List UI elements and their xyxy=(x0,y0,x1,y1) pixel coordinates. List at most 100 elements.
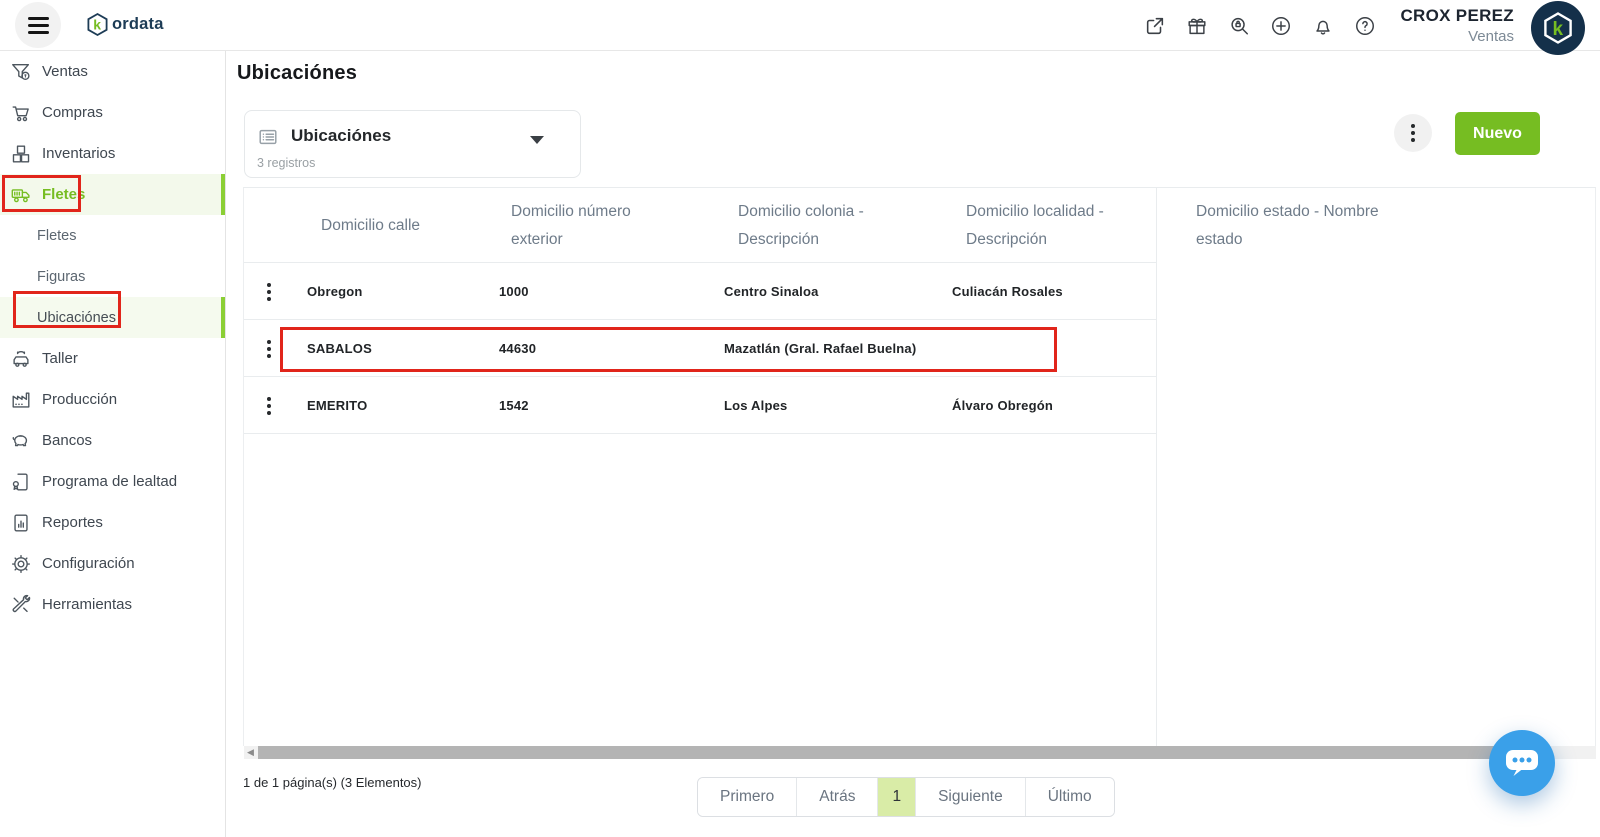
sidebar-item-ventas[interactable]: Ventas xyxy=(0,51,225,92)
external-link-icon[interactable] xyxy=(1142,13,1168,39)
sidebar-item-compras[interactable]: Compras xyxy=(0,92,225,133)
car-wrench-icon xyxy=(10,348,32,370)
search-icon[interactable] xyxy=(1226,13,1252,39)
sidebar-item-label: Fletes xyxy=(42,186,86,203)
column-header-estado: Domicilio estado - Nombre estado xyxy=(1196,203,1379,248)
top-bar: k ordata xyxy=(0,0,1600,55)
sidebar-item-programa-lealtad[interactable]: Programa de lealtad xyxy=(0,461,225,502)
sidebar-subitem-fletes[interactable]: Fletes xyxy=(0,215,225,256)
cell-calle: EMERITO xyxy=(307,398,368,413)
sidebar-item-label: Figuras xyxy=(37,268,86,285)
gift-icon[interactable] xyxy=(1184,13,1210,39)
sidebar-item-label: Programa de lealtad xyxy=(42,473,178,490)
sidebar-item-label: Reportes xyxy=(42,514,103,531)
bell-icon[interactable] xyxy=(1310,13,1336,39)
pagination-next[interactable]: Siguiente xyxy=(915,778,1025,816)
avatar-letter: k xyxy=(1553,19,1564,40)
user-name: CROX PEREZ xyxy=(1400,5,1514,25)
sidebar-item-reportes[interactable]: Reportes xyxy=(0,502,225,543)
scrollbar-thumb[interactable] xyxy=(258,746,1498,759)
cell-colonia: Los Alpes xyxy=(724,398,788,413)
record-count: 3 registros xyxy=(257,156,316,170)
boxes-icon xyxy=(10,143,32,165)
sidebar-item-configuracion[interactable]: Configuración xyxy=(0,543,225,584)
sidebar-item-label: Ventas xyxy=(42,63,88,80)
pagination-last[interactable]: Último xyxy=(1024,778,1114,816)
brand-logo-letter: k xyxy=(93,17,101,33)
brand-hexagon-k-icon: k xyxy=(87,12,108,37)
list-view-icon xyxy=(259,129,277,145)
piggy-bank-icon xyxy=(10,430,32,452)
sidebar-item-produccion[interactable]: Producción xyxy=(0,379,225,420)
horizontal-scrollbar[interactable]: ◀ xyxy=(244,746,1596,759)
cell-numero: 1000 xyxy=(499,284,529,299)
sidebar-item-taller[interactable]: Taller xyxy=(0,338,225,379)
table-header-row: Domicilio calle Domicilio número exterio… xyxy=(244,188,1595,263)
scroll-left-arrow[interactable]: ◀ xyxy=(244,746,257,759)
pagination-first[interactable]: Primero xyxy=(698,778,797,816)
cell-calle: SABALOS xyxy=(307,341,372,356)
sidebar-item-label: Inventarios xyxy=(42,145,116,162)
column-header-colonia: Domicilio colonia - Descripción xyxy=(738,203,864,248)
row-kebab-button[interactable] xyxy=(263,393,275,419)
pagination-prev[interactable]: Atrás xyxy=(796,778,878,816)
cell-calle: Obregon xyxy=(307,284,363,299)
funnel-dollar-icon xyxy=(10,61,32,83)
sidebar-subitem-ubicaciones[interactable]: Ubicaciónes xyxy=(0,297,225,338)
plus-circle-icon[interactable] xyxy=(1268,13,1294,39)
column-header-calle: Domicilio calle xyxy=(321,216,421,234)
table-pane-divider xyxy=(1156,188,1157,746)
report-chart-icon xyxy=(10,512,32,534)
sidebar-item-label: Compras xyxy=(42,104,103,121)
cell-localidad: Álvaro Obregón xyxy=(952,398,1054,413)
cell-numero: 1542 xyxy=(499,398,529,413)
hamburger-menu-button[interactable] xyxy=(15,2,61,48)
sidebar-item-fletes[interactable]: Fletes xyxy=(0,174,225,215)
page-title: Ubicaciónes xyxy=(237,62,358,84)
sidebar-item-label: Bancos xyxy=(42,432,93,449)
sidebar-item-label: Taller xyxy=(42,350,78,367)
truck-icon xyxy=(10,184,32,206)
loyalty-badge-icon xyxy=(10,471,32,493)
cell-colonia: Mazatlán (Gral. Rafael Buelna) xyxy=(724,341,917,356)
view-selector-dropdown[interactable]: Ubicaciónes 3 registros xyxy=(244,110,581,178)
sidebar-item-label: Ubicaciónes xyxy=(37,309,116,326)
top-actions: CROX PEREZ Ventas k xyxy=(1142,0,1586,55)
help-icon[interactable] xyxy=(1352,13,1378,39)
pagination-summary: 1 de 1 página(s) (3 Elementos) xyxy=(243,775,422,790)
avatar[interactable]: k xyxy=(1530,0,1586,56)
row-kebab-button[interactable] xyxy=(263,336,275,362)
list-options-kebab-button[interactable] xyxy=(1394,114,1432,152)
sidebar-item-label: Herramientas xyxy=(42,596,133,613)
table-row[interactable]: SABALOS 44630 Mazatlán (Gral. Rafael Bue… xyxy=(244,320,1595,377)
user-block: CROX PEREZ Ventas xyxy=(1400,5,1514,47)
gear-icon xyxy=(10,553,32,575)
sidebar-item-herramientas[interactable]: Herramientas xyxy=(0,584,225,625)
cell-colonia: Centro Sinaloa xyxy=(724,284,819,299)
sidebar-item-label: Fletes xyxy=(37,227,77,244)
column-header-numero: Domicilio número exterior xyxy=(511,203,631,248)
row-kebab-button[interactable] xyxy=(263,279,275,305)
sidebar: Ventas Compras Inventarios Fletes Fletes… xyxy=(0,51,226,837)
cell-localidad: Culiacán Rosales xyxy=(952,284,1063,299)
chevron-down-icon xyxy=(530,136,544,144)
locations-table: Domicilio calle Domicilio número exterio… xyxy=(243,187,1596,746)
view-selector-label: Ubicaciónes xyxy=(291,126,392,145)
sidebar-item-bancos[interactable]: Bancos xyxy=(0,420,225,461)
cart-icon xyxy=(10,102,32,124)
sidebar-item-label: Producción xyxy=(42,391,118,408)
factory-icon xyxy=(10,389,32,411)
sidebar-item-inventarios[interactable]: Inventarios xyxy=(0,133,225,174)
tools-icon xyxy=(10,594,32,616)
sidebar-item-label: Configuración xyxy=(42,555,135,572)
chat-widget-button[interactable] xyxy=(1489,730,1555,796)
table-row[interactable]: EMERITO 1542 Los Alpes Álvaro Obregón xyxy=(244,377,1595,434)
brand-logo[interactable]: k ordata xyxy=(84,11,164,38)
new-button[interactable]: Nuevo xyxy=(1455,112,1540,155)
brand-logo-text: ordata xyxy=(112,15,164,33)
column-header-localidad: Domicilio localidad - Descripción xyxy=(966,203,1104,248)
table-row[interactable]: Obregon 1000 Centro Sinaloa Culiacán Ros… xyxy=(244,263,1595,320)
sidebar-subitem-figuras[interactable]: Figuras xyxy=(0,256,225,297)
pagination-page-1[interactable]: 1 xyxy=(877,778,916,816)
